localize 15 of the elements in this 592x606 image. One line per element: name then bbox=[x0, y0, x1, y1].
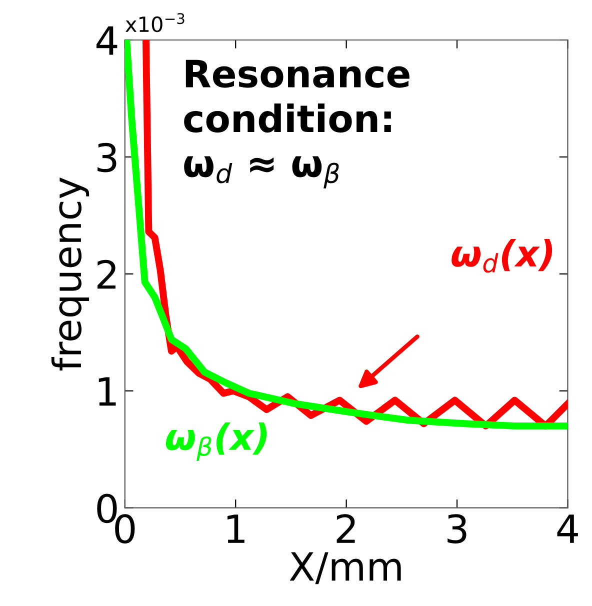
y-tick-label: 4 bbox=[96, 26, 118, 55]
x-tick-label: 3 bbox=[448, 514, 466, 544]
y-tick-label: 0 bbox=[97, 494, 117, 524]
y-axis-title: frequency bbox=[51, 178, 90, 371]
y-tick-label: 2 bbox=[97, 260, 116, 289]
x-axis-title: X/mm bbox=[290, 552, 401, 584]
text: ω$_{d}$(x) bbox=[452, 238, 552, 273]
y-tick-label: 1 bbox=[98, 377, 116, 406]
x-tick-label: 1 bbox=[228, 514, 244, 543]
text: x10$^{−3}$ bbox=[126, 13, 184, 32]
y-tick-label: 3 bbox=[98, 142, 116, 172]
annotation: Resonance condition: ω$_{d}$ ≈ ω$_{β}$ bbox=[184, 60, 410, 188]
series-label: ω$_{β}$(x) bbox=[166, 422, 267, 461]
x-tick-label: 2 bbox=[336, 514, 355, 543]
x-tick-label: 4 bbox=[557, 514, 578, 543]
